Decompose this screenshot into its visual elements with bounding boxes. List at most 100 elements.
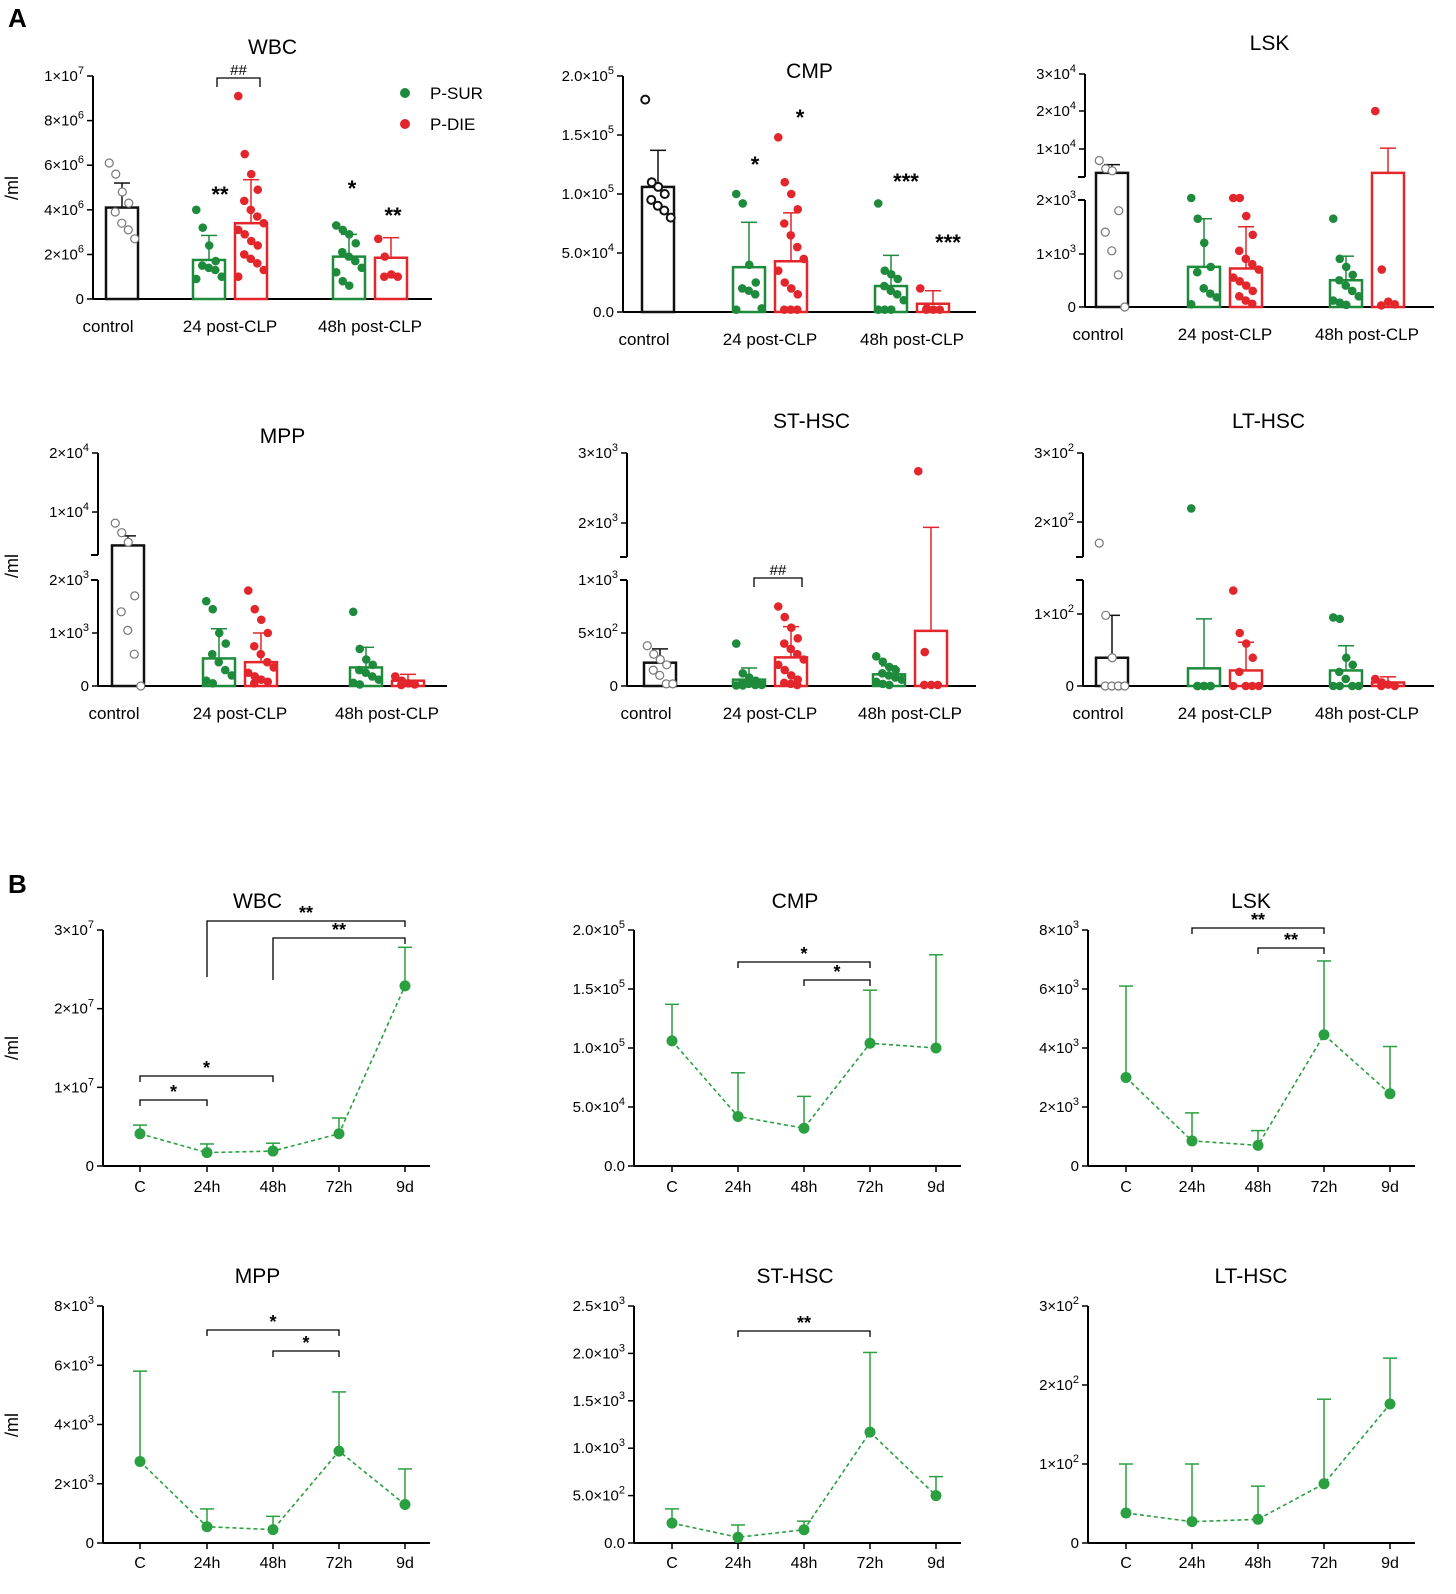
y-tick-label: 2×103 — [49, 569, 89, 589]
x-tick-label: C — [666, 1555, 678, 1572]
y-tick-label-exp: 2 — [1073, 1453, 1079, 1465]
data-point — [732, 1531, 744, 1543]
significance-label: ** — [384, 203, 402, 228]
significance-bracket — [737, 961, 871, 968]
data-point-p-die — [928, 305, 938, 314]
data-point-p-sur — [1199, 283, 1209, 293]
significance-bracket — [803, 979, 871, 986]
y-tick-label: 1.5×103 — [573, 1390, 625, 1410]
data-point-p-sur — [884, 662, 894, 672]
data-point-p-sur — [338, 276, 348, 286]
y-tick-label-exp: 5 — [619, 978, 625, 990]
data-point-control — [662, 660, 672, 670]
data-point-p-sur — [1347, 286, 1357, 296]
data-point-p-die — [1248, 230, 1258, 240]
y-tick-label-base: 5.0×10 — [562, 245, 608, 262]
y-tick-label-exp: 2 — [612, 622, 618, 634]
data-point-p-die — [920, 647, 930, 657]
charts: /ml/ml/ml/mlWBC02×1064×1066×1068×1061×10… — [2, 32, 1434, 1572]
x-group-label: 24 post-CLP — [723, 704, 818, 723]
data-point-p-die — [926, 680, 936, 690]
x-tick-label: 48h — [1245, 1555, 1272, 1572]
x-tick-label: C — [1120, 1555, 1132, 1572]
y-tick-label-exp: 3 — [1073, 978, 1079, 990]
x-tick-label: 72h — [1311, 1555, 1338, 1572]
x-tick-label: 72h — [857, 1179, 884, 1196]
y-tick-label-exp: 3 — [88, 1295, 94, 1307]
data-point-p-sur — [191, 205, 201, 215]
data-point-control — [653, 181, 664, 192]
significance-bracket — [1257, 947, 1325, 954]
data-point-p-die — [259, 265, 269, 275]
data-point-p-die — [779, 219, 789, 228]
series-line — [1125, 1403, 1391, 1523]
data-point-p-die — [243, 668, 253, 678]
y-tick-label: 0 — [86, 1158, 94, 1175]
data-point-p-sur — [884, 680, 894, 690]
data-point-p-sur — [1335, 298, 1345, 308]
bar-p-sur — [331, 255, 367, 301]
data-point-p-sur — [1199, 681, 1209, 691]
data-point-p-die — [256, 675, 266, 684]
y-tick-label: 1×103 — [1036, 243, 1076, 263]
y-tick-label-exp: 3 — [619, 1390, 625, 1402]
y-tick-label-base: 4×10 — [54, 1417, 88, 1434]
significance-label: * — [800, 944, 807, 964]
data-point-p-sur — [331, 221, 341, 230]
y-tick-label-exp: 7 — [78, 65, 84, 77]
data-point-p-die — [1247, 259, 1257, 269]
data-point-control — [642, 641, 652, 651]
data-point-p-die — [240, 230, 250, 239]
x-tick-label: 24h — [194, 1555, 221, 1572]
y-axis-label-0: /ml — [2, 176, 22, 200]
y-tick-label: 6×103 — [1039, 978, 1079, 998]
data-point-p-die — [249, 641, 259, 651]
data-point — [666, 1517, 678, 1529]
data-point-p-die — [1383, 680, 1393, 689]
data-point-p-die — [233, 225, 243, 235]
data-point-p-die — [1228, 681, 1238, 691]
x-tick-label: 48h — [260, 1555, 287, 1572]
y-tick-label: 3×107 — [54, 919, 94, 939]
data-point-p-die — [239, 250, 249, 259]
data-point-p-die — [921, 305, 931, 314]
series-line — [671, 1040, 937, 1130]
data-point-control — [129, 649, 139, 659]
data-point-control — [123, 625, 133, 635]
data-point-p-die — [253, 185, 263, 195]
data-point-p-sur — [220, 665, 230, 675]
data-point-p-sur — [210, 265, 220, 275]
annotations-a-wbc: ** *** — [211, 176, 402, 228]
y-tick-label: 0 — [86, 1535, 94, 1552]
data-point-p-sur — [344, 252, 354, 261]
data-point-p-sur — [878, 657, 888, 666]
bar-control — [110, 544, 146, 688]
data-point-p-sur — [361, 668, 371, 678]
significance-label: * — [348, 176, 357, 201]
y-tick-label-exp: 5 — [619, 919, 625, 931]
series-line — [139, 985, 406, 1154]
x-group-label: 24 post-CLP — [1178, 325, 1273, 344]
data-point-p-sur — [1199, 238, 1209, 248]
x-tick-label: C — [666, 1179, 678, 1196]
data-point — [864, 1426, 876, 1438]
y-tick-label-exp: 4 — [83, 501, 89, 513]
x-tick-label: 9d — [1381, 1179, 1399, 1196]
y-tick-label-exp: 2 — [1068, 511, 1074, 523]
data-point-p-die — [380, 252, 390, 261]
y-tick-label: 1.5×105 — [573, 978, 625, 998]
data-point-p-sur — [871, 652, 881, 661]
y-tick-label: 4×106 — [44, 199, 84, 219]
chart-title: MPP — [235, 1265, 281, 1288]
y-tick-label: 6×106 — [44, 154, 84, 174]
data-point — [1252, 1139, 1264, 1151]
data-point-p-sur — [361, 655, 371, 664]
data-point-p-sur — [877, 668, 887, 678]
data-point-p-die — [1247, 681, 1257, 691]
significance-bracket — [216, 77, 261, 87]
significance-label: ** — [332, 920, 346, 940]
data-point-p-die — [915, 284, 925, 293]
y-tick-label: 1.0×105 — [573, 1037, 625, 1057]
